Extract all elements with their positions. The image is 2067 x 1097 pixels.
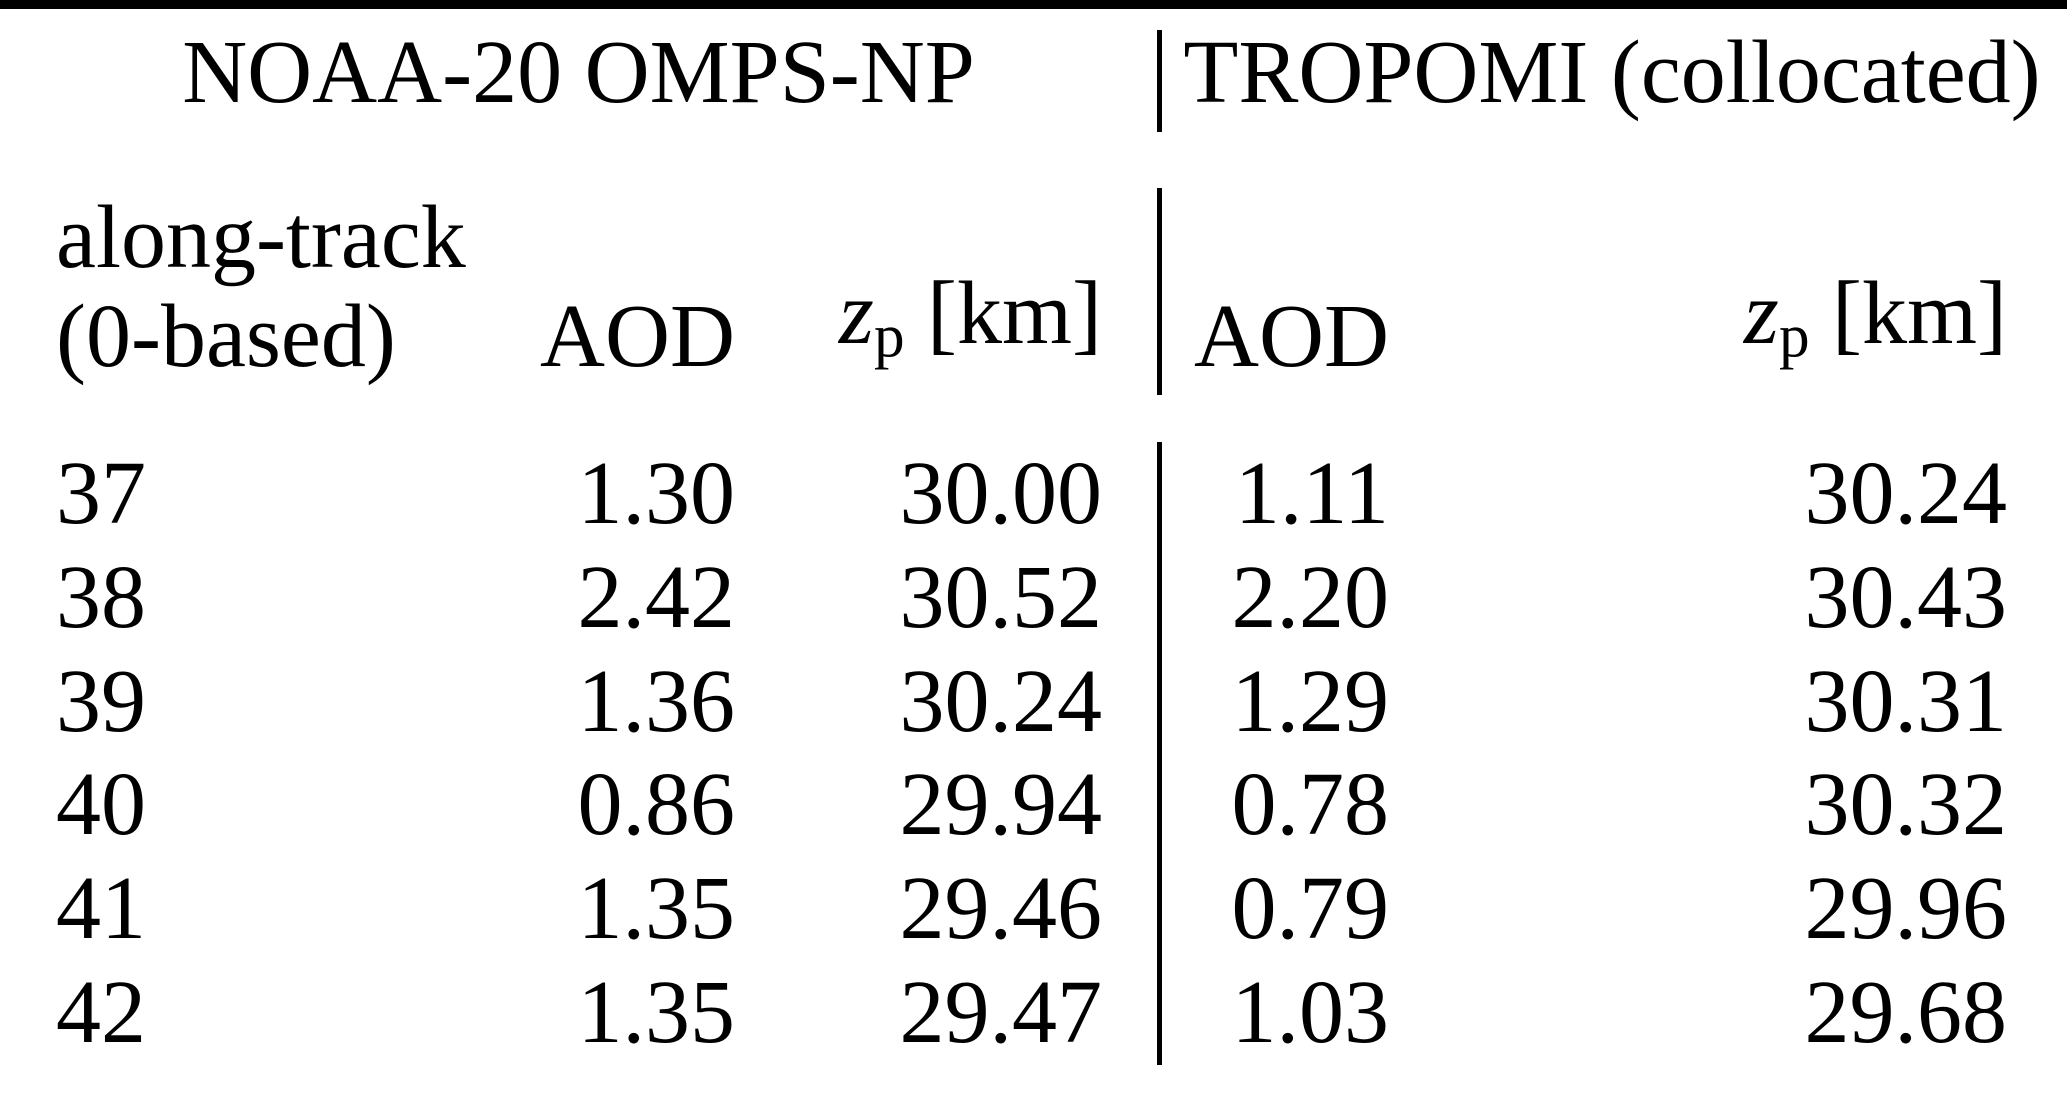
cell-zp-tropomi: 30.31 (1804, 651, 2008, 751)
group-header-omps-label: NOAA-20 OMPS-NP (182, 23, 975, 122)
column-header-row: along-track (0-based) AOD zp [km] AOD zp… (0, 160, 2067, 413)
group-header-tropomi-label: TROPOMI (collocated) (1183, 23, 2041, 122)
cell-track: 40 (56, 755, 146, 855)
col-header-aod-tropomi: AOD (1194, 287, 1389, 386)
cell-aod-omps: 1.36 (577, 651, 736, 751)
cell-zp-omps: 29.47 (899, 963, 1103, 1063)
cell-zp-tropomi: 29.68 (1804, 963, 2008, 1063)
cell-aod-omps: 1.35 (577, 859, 736, 959)
cell-zp-tropomi: 29.96 (1804, 859, 2008, 959)
col-header-along-track-line2: (0-based) (56, 287, 396, 386)
cell-aod-tropomi: 1.29 (1231, 651, 1390, 751)
cell-zp-omps: 30.24 (899, 651, 1103, 751)
cell-track: 39 (56, 651, 146, 751)
cell-aod-omps: 1.35 (577, 963, 736, 1063)
col-header-along-track: along-track (0-based) (0, 188, 466, 386)
column-divider-subheader (1157, 188, 1162, 395)
cell-aod-tropomi: 1.11 (1234, 443, 1389, 543)
cell-aod-tropomi: 2.20 (1231, 547, 1390, 647)
cell-track: 37 (56, 443, 146, 543)
zp-unit: [km] (904, 263, 1102, 363)
cell-aod-tropomi: 0.78 (1231, 755, 1390, 855)
cell-zp-omps: 30.00 (899, 443, 1103, 543)
cell-zp-omps: 29.46 (899, 859, 1103, 959)
cell-track: 41 (56, 859, 146, 959)
group-header-row: NOAA-20 OMPS-NP TROPOMI (collocated) (0, 9, 2067, 155)
cell-track: 42 (56, 963, 146, 1063)
zp-subscript: p (1778, 302, 1810, 370)
cell-aod-omps: 1.30 (577, 443, 736, 543)
col-header-along-track-line1: along-track (56, 188, 466, 287)
zp-unit: [km] (1809, 263, 2007, 363)
cell-zp-tropomi: 30.43 (1804, 547, 2008, 647)
cell-zp-omps: 30.52 (899, 547, 1103, 647)
col-header-zp-tropomi: zp [km] (1394, 264, 2067, 386)
group-header-tropomi: TROPOMI (collocated) (1157, 9, 2067, 155)
zp-variable: z (838, 263, 874, 363)
column-divider-body (1157, 442, 1162, 1065)
cell-track: 38 (56, 547, 146, 647)
zp-variable: z (1743, 263, 1779, 363)
column-divider-header (1157, 30, 1162, 132)
cell-zp-tropomi: 30.24 (1804, 443, 2008, 543)
zp-subscript: p (873, 302, 905, 370)
table-body: 37 1.30 30.00 1.11 30.24 38 2.42 30.52 2… (0, 442, 2067, 1065)
bottom-rule (0, 0, 2067, 9)
cell-zp-tropomi: 30.32 (1804, 755, 2008, 855)
col-header-aod-omps: AOD (540, 287, 735, 386)
cell-aod-omps: 2.42 (577, 547, 736, 647)
cell-aod-omps: 0.86 (577, 755, 736, 855)
cell-aod-tropomi: 0.79 (1231, 859, 1390, 959)
col-header-zp-omps: zp [km] (740, 264, 1157, 386)
group-header-omps: NOAA-20 OMPS-NP (0, 9, 1157, 155)
cell-aod-tropomi: 1.03 (1231, 963, 1390, 1063)
cell-zp-omps: 29.94 (899, 755, 1103, 855)
